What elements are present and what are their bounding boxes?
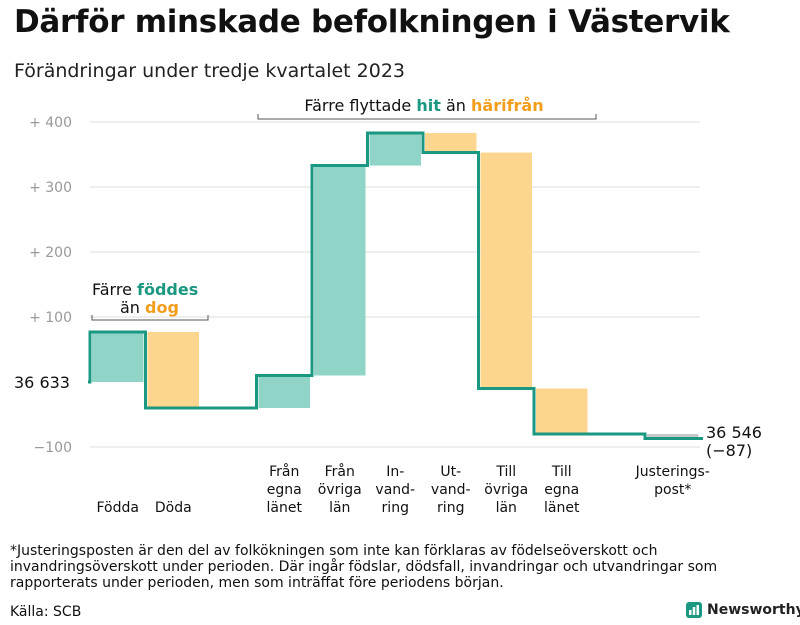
bars [92,133,699,439]
footnote: *Justeringsposten är den del av folkökni… [10,543,718,591]
y-tick-label-1: + 100 [29,310,72,326]
migration-bracket [257,114,597,120]
step-line [88,131,703,441]
waterfall-chart: −100 + 100 + 200 + 300 + 400 Födda Döda Från eg… [14,96,762,516]
x-tick-label-4: Från övriga län [318,463,362,516]
y-tick-labels: −100 + 100 + 200 + 300 + 400 [29,115,72,456]
end-value-label: 36 546 [706,423,762,442]
x-tick-label-3: Från egna länet [267,463,303,516]
source-note: Källa: SCB [10,604,82,620]
y-tick-label-3: + 300 [29,180,72,196]
x-tick-label-0: Födda [97,500,139,516]
bar-3 [258,375,310,408]
bar-0 [92,331,144,382]
y-tick-label-4: + 400 [29,115,72,131]
step-line-path [88,131,703,441]
bar-4 [314,165,366,376]
x-tick-label-7: Till övriga län [484,464,528,516]
births-annotation-line2: än dog [120,298,179,317]
bar-8 [536,388,588,434]
bar-5 [369,133,421,166]
migration-annotation: Färre flyttade hit än härifrån [304,96,543,115]
bar-1 [147,331,199,408]
births-bracket [91,315,209,321]
x-tick-label-10: Justerings-post* [635,464,710,498]
end-change-label: (−87) [706,441,752,460]
newsworthy-logo-icon [686,602,702,618]
chart-subtitle: Förändringar under tredje kvartalet 2023 [14,60,406,82]
x-tick-labels: Födda Döda Från egna länet Från övriga län In-va… [97,463,710,516]
grid-lines [90,121,700,448]
x-tick-label-5: In-vand-ring [375,464,415,516]
brand-logo: Newsworthy [686,602,800,618]
y-tick-label-0: −100 [34,440,72,456]
bar-10 [647,434,699,439]
bar-7 [480,152,532,389]
start-value-label: 36 633 [14,373,70,392]
births-annotation-line1: Färre föddes [92,280,198,299]
x-tick-label-6: Ut-vand-ring [431,464,471,516]
y-tick-label-2: + 200 [29,245,72,261]
chart-title: Därför minskade befolkningen i Västervik [14,4,730,40]
logo-text: Newsworthy [707,602,800,618]
x-tick-label-8: Till egna länet [544,464,580,516]
x-tick-label-1: Döda [155,500,192,516]
bar-6 [425,133,477,153]
